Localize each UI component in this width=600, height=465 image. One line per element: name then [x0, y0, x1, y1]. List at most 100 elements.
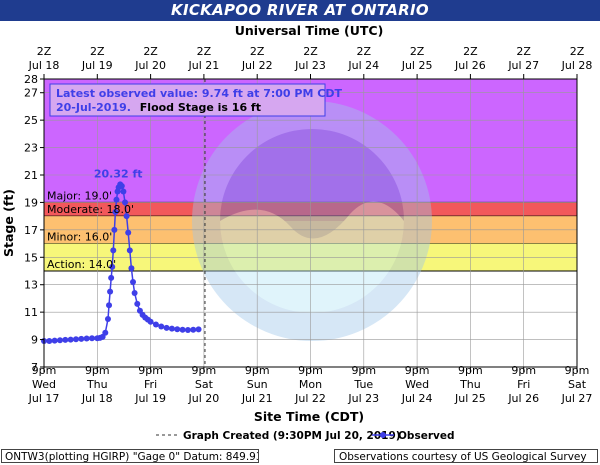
observed-point	[163, 324, 170, 331]
observed-point	[123, 213, 130, 220]
top-tick-date-4: Jul 22	[241, 59, 273, 72]
y-tick-label-7: 21	[24, 169, 38, 182]
top-tick-date-1: Jul 19	[81, 59, 113, 72]
svg-text:20-Jul-2019. Flood Sta: 20-Jul-2019. Flood Stage is 16 ft	[56, 101, 261, 114]
top-tick-hour-1: 2Z	[90, 45, 105, 58]
observed-point	[107, 288, 114, 295]
top-axis-title: Universal Time (UTC)	[235, 23, 384, 38]
observed-point	[67, 336, 74, 343]
band-label-2: Minor: 16.0'	[47, 231, 112, 244]
latest-value-date: 20-Jul-2019.	[56, 101, 131, 114]
top-tick-hour-2: 2Z	[143, 45, 158, 58]
noaa-logo-watermark	[192, 101, 432, 341]
observed-point	[104, 316, 111, 322]
bottom-tick-day-2: Fri	[144, 378, 157, 391]
flood-category-labels: Major: 19.0'Moderate: 18.0' Minor: 16.0' A…	[47, 189, 134, 271]
observed-point	[190, 326, 197, 333]
bottom-tick-date-9: Jul 26	[507, 392, 539, 405]
flood-stage-text: Flood Stage is 16 ft	[140, 101, 261, 114]
bottom-tick-time-1: 9pm	[85, 364, 110, 377]
y-tick-label-8: 23	[24, 142, 38, 155]
top-tick-hour-8: 2Z	[463, 45, 478, 58]
top-tick-date-9: Jul 27	[507, 59, 539, 72]
bottom-tick-date-7: Jul 24	[401, 392, 433, 405]
bottom-tick-time-7: 9pm	[405, 364, 430, 377]
peak-label: 20.32 ft	[94, 167, 143, 180]
bottom-tick-time-10: 9pm	[565, 364, 590, 377]
top-tick-date-10: Jul 28	[561, 59, 593, 72]
top-tick-date-7: Jul 25	[401, 59, 433, 72]
y-tick-label-3: 13	[24, 279, 38, 292]
observed-point	[72, 336, 79, 343]
observed-point	[113, 196, 120, 203]
observed-point	[158, 323, 165, 330]
observed-point	[126, 247, 133, 254]
observed-point	[109, 263, 116, 270]
observed-point	[62, 336, 69, 343]
bottom-tick-time-0: 9pm	[32, 364, 57, 377]
top-tick-hour-0: 2Z	[37, 45, 52, 58]
bottom-tick-date-6: Jul 23	[347, 392, 379, 405]
band-label-3: Action: 14.0'	[47, 258, 116, 271]
y-tick-label-9: 25	[24, 114, 38, 127]
top-tick-hour-6: 2Z	[357, 45, 372, 58]
bottom-tick-time-5: 9pm	[298, 364, 323, 377]
observed-point	[168, 325, 175, 332]
top-tick-hour-3: 2Z	[197, 45, 212, 58]
observed-point	[179, 326, 186, 333]
observed-point	[120, 188, 127, 195]
observed-point	[108, 274, 115, 281]
latest-value-line1: Latest observed value: 9.74 ft at 7:00 P…	[56, 87, 342, 100]
observed-point	[83, 335, 90, 342]
observed-point	[88, 335, 95, 342]
bottom-tick-time-9: 9pm	[511, 364, 536, 377]
top-tick-date-6: Jul 24	[347, 59, 379, 72]
top-tick-date-2: Jul 20	[134, 59, 166, 72]
observed-point	[152, 321, 159, 328]
bottom-tick-time-3: 9pm	[192, 364, 217, 377]
top-tick-date-3: Jul 21	[188, 59, 220, 72]
bottom-tick-date-2: Jul 19	[134, 392, 166, 405]
top-tick-hour-9: 2Z	[516, 45, 531, 58]
observed-point	[78, 335, 85, 342]
observed-point	[122, 199, 129, 206]
observed-point	[195, 326, 202, 333]
top-tick-hour-4: 2Z	[250, 45, 265, 58]
latest-value-box: Latest observed value: 9.74 ft at 7:00 P…	[49, 83, 342, 117]
observed-point	[110, 247, 117, 254]
top-tick-date-0: Jul 18	[28, 59, 60, 72]
observed-point	[128, 265, 135, 272]
band-label-1: Moderate: 18.0'	[47, 203, 134, 216]
y-tick-label-11: 28	[24, 73, 38, 86]
observed-point	[112, 209, 119, 216]
band-label-0: Major: 19.0'	[47, 189, 112, 202]
bottom-tick-day-3: Sat	[195, 378, 214, 391]
y-tick-label-1: 9	[31, 334, 38, 347]
y-tick-label-4: 15	[24, 251, 38, 264]
bottom-tick-date-1: Jul 18	[81, 392, 113, 405]
bottom-tick-day-8: Thu	[459, 378, 481, 391]
observed-point	[174, 326, 181, 333]
legend-observed-label: Observed	[398, 430, 454, 442]
observed-point	[56, 337, 63, 344]
chart-title: KICKAPOO RIVER AT ONTARIO	[0, 0, 600, 21]
bottom-tick-date-0: Jul 17	[28, 392, 60, 405]
bottom-tick-date-4: Jul 21	[241, 392, 273, 405]
observed-point	[184, 326, 191, 333]
bottom-tick-day-10: Sat	[568, 378, 587, 391]
bottom-tick-date-5: Jul 22	[294, 392, 326, 405]
observed-point	[51, 337, 58, 344]
bottom-tick-date-8: Jul 25	[454, 392, 486, 405]
observed-point	[125, 229, 132, 236]
bottom-tick-day-6: Tue	[353, 378, 373, 391]
bottom-tick-time-6: 9pm	[351, 364, 376, 377]
bottom-tick-time-8: 9pm	[458, 364, 483, 377]
top-tick-hour-7: 2Z	[410, 45, 425, 58]
bottom-tick-time-2: 9pm	[138, 364, 163, 377]
observed-point	[147, 318, 154, 325]
source-footer: Observations courtesy of US Geological S…	[334, 449, 598, 463]
top-tick-hour-5: 2Z	[303, 45, 318, 58]
